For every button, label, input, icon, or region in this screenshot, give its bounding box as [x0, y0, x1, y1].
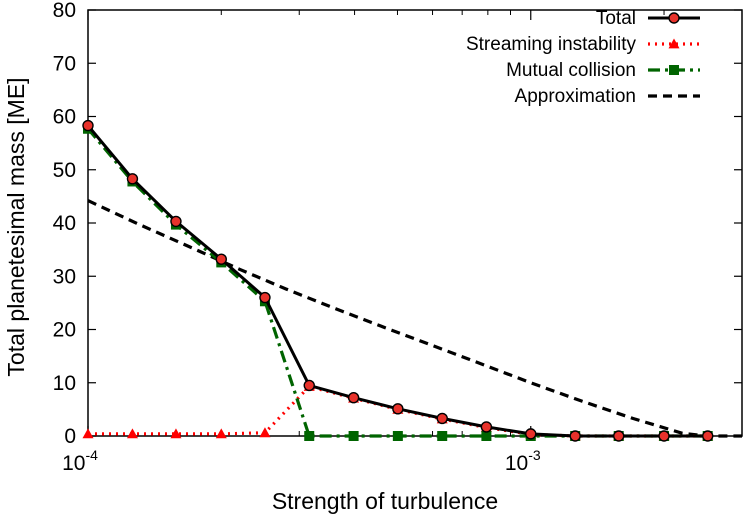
- series-line: [86, 124, 708, 438]
- legend-label: Total: [596, 8, 636, 29]
- legend-label: Approximation: [515, 86, 636, 107]
- y-tick-label: 40: [53, 212, 76, 235]
- data-point: [702, 430, 714, 442]
- data-point: [437, 431, 448, 441]
- data-point: [525, 428, 537, 440]
- data-point: [259, 427, 271, 438]
- data-point: [82, 119, 94, 132]
- y-tick-label: 0: [64, 425, 76, 448]
- data-point: [392, 403, 404, 415]
- x-tick-exponent: -3: [528, 447, 541, 463]
- data-point: [215, 428, 227, 439]
- data-point: [170, 428, 182, 439]
- series-line: [86, 127, 708, 438]
- y-tick-label: 20: [53, 319, 76, 342]
- y-tick-label: 60: [53, 106, 76, 129]
- data-point: [613, 430, 625, 442]
- x-axis-title: Strength of turbulence: [272, 488, 498, 514]
- data-point: [658, 430, 670, 442]
- data-point: [303, 379, 315, 392]
- data-point: [126, 173, 139, 185]
- y-tick-label: 10: [53, 372, 76, 395]
- data-point: [82, 428, 94, 439]
- series-approximation: [87, 199, 742, 438]
- data-point: [170, 215, 182, 228]
- x-tick-label: 10-4: [62, 447, 98, 475]
- legend-entry: Total: [596, 8, 700, 29]
- legend-marker: [669, 65, 679, 75]
- data-point: [481, 431, 492, 441]
- x-tick-base: 10: [62, 452, 85, 475]
- y-tick-label: 70: [53, 52, 76, 75]
- series-mutual-collision: [83, 123, 713, 441]
- data-point: [569, 430, 581, 442]
- data-point: [436, 412, 448, 425]
- x-tick-exponent: -4: [85, 447, 98, 463]
- data-point: [259, 291, 271, 304]
- legend-marker: [668, 38, 680, 49]
- x-tick-label: 10-3: [505, 447, 541, 475]
- data-point: [304, 431, 315, 441]
- data-point: [347, 391, 360, 404]
- legend-entry: Mutual collision: [506, 60, 700, 81]
- y-tick-label: 50: [53, 159, 76, 182]
- legend-label: Streaming instability: [466, 34, 637, 55]
- legend-entry: Approximation: [515, 86, 700, 107]
- series-total: [82, 119, 714, 442]
- data-point: [126, 428, 138, 439]
- data-point: [480, 421, 493, 433]
- legend-marker: [668, 12, 680, 24]
- y-tick-label: 80: [53, 0, 76, 22]
- data-point: [392, 431, 403, 441]
- data-point: [215, 253, 227, 265]
- data-point: [348, 431, 359, 441]
- series-line: [87, 199, 742, 438]
- legend-entry: Streaming instability: [466, 34, 700, 55]
- y-axis-title: Total planetesimal mass [ME]: [3, 77, 29, 376]
- plot-frame: [87, 9, 743, 437]
- y-tick-label: 30: [53, 265, 76, 288]
- legend-label: Mutual collision: [506, 60, 636, 81]
- x-tick-base: 10: [505, 452, 528, 475]
